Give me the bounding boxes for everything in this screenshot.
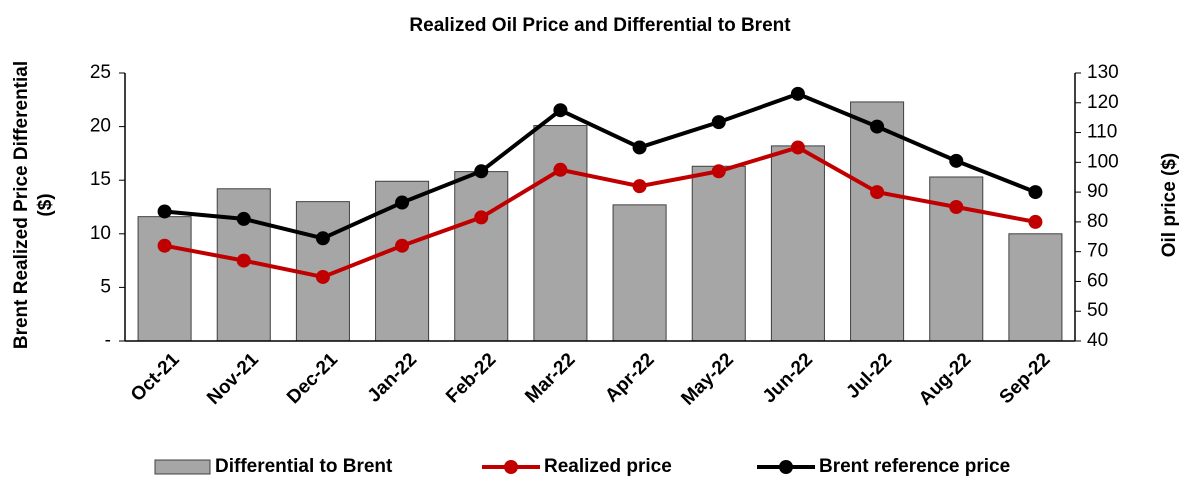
marker — [315, 231, 330, 246]
y2-tick-label: 90 — [1087, 181, 1108, 202]
x-tick-label: Oct-21 — [127, 349, 184, 406]
bar — [612, 204, 667, 342]
legend-swatch — [154, 459, 211, 475]
marker — [632, 179, 647, 194]
y-tick-label: - — [105, 330, 111, 351]
legend-label: Realized price — [544, 456, 672, 477]
y2-tick-label: 120 — [1087, 92, 1119, 113]
marker — [474, 210, 489, 225]
y2-tick-label: 100 — [1087, 151, 1119, 172]
x-tick-label: May-22 — [677, 349, 737, 409]
marker — [870, 119, 885, 134]
y-axis-title: ($) — [35, 193, 56, 216]
marker — [870, 185, 885, 200]
y-tick-label: 10 — [90, 223, 111, 244]
marker — [236, 253, 251, 268]
y-tick-label: 20 — [90, 116, 111, 137]
y2-tick-label: 110 — [1087, 122, 1117, 143]
y2-tick-label: 50 — [1087, 300, 1108, 321]
legend-swatch — [504, 460, 518, 474]
y-tick-label: 25 — [90, 62, 111, 83]
marker — [790, 140, 805, 155]
bar — [770, 145, 825, 342]
x-tick-label: Feb-22 — [442, 349, 500, 407]
x-tick-label: Jun-22 — [759, 349, 817, 407]
x-tick-label: Nov-21 — [203, 349, 263, 409]
marker — [157, 238, 172, 253]
legend-swatch — [779, 460, 793, 474]
y2-tick-label: 70 — [1087, 241, 1108, 262]
line — [164, 91, 1037, 241]
bar — [137, 216, 192, 342]
chart-title: Realized Oil Price and Differential to B… — [409, 15, 791, 36]
marker — [1028, 185, 1043, 200]
marker — [553, 103, 568, 118]
bar — [1008, 233, 1063, 342]
marker — [395, 195, 410, 210]
y2-tick-label: 130 — [1087, 62, 1119, 83]
bar — [533, 125, 588, 342]
y2-axis-title: Oil price ($) — [1159, 153, 1180, 258]
x-tick-label: Dec-21 — [283, 349, 342, 408]
marker — [474, 164, 489, 179]
x-tick-label: Apr-22 — [601, 349, 658, 406]
x-tick-label: Sep-22 — [996, 349, 1055, 408]
marker — [315, 269, 330, 284]
x-tick-label: Jul-22 — [842, 349, 896, 403]
y2-tick-label: 40 — [1087, 330, 1108, 351]
line — [164, 145, 1036, 280]
marker — [790, 86, 805, 101]
marker — [711, 164, 726, 179]
marker — [632, 140, 647, 155]
y-tick-label: 15 — [90, 169, 111, 190]
marker — [157, 204, 172, 219]
y2-tick-label: 80 — [1087, 211, 1108, 232]
legend-label: Differential to Brent — [215, 456, 393, 477]
marker — [949, 200, 964, 214]
marker — [553, 162, 568, 177]
y2-tick-label: 60 — [1087, 270, 1108, 291]
marker — [711, 115, 726, 130]
y-tick-label: 5 — [100, 276, 111, 297]
bar — [691, 165, 746, 342]
bar — [850, 101, 905, 342]
marker — [395, 238, 410, 253]
x-tick-label: Jan-22 — [364, 349, 421, 406]
bar — [454, 171, 509, 342]
x-tick-label: Mar-22 — [521, 349, 579, 407]
marker — [1028, 214, 1043, 229]
marker — [236, 211, 251, 226]
marker — [949, 153, 964, 168]
x-tick-label: Aug-22 — [915, 349, 975, 409]
y-axis-title: Brent Realized Price Differential — [11, 61, 32, 349]
legend-label: Brent reference price — [819, 456, 1010, 477]
